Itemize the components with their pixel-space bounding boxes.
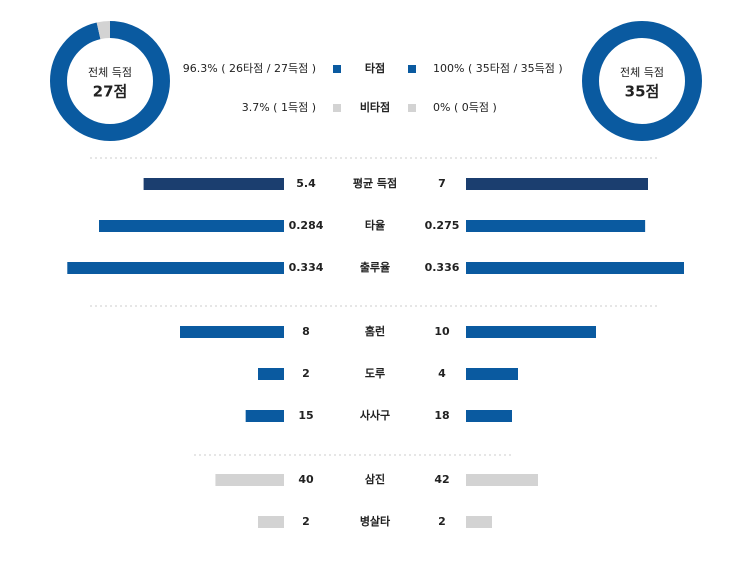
right-value: 0.275 (425, 219, 460, 232)
donut-segment (582, 21, 702, 141)
right-bar (466, 410, 512, 422)
row-label: 도루 (365, 367, 385, 380)
left-value: 5.4 (296, 177, 316, 190)
right-value: 42 (434, 473, 449, 486)
right-value: 7 (438, 177, 446, 190)
left-bar (143, 178, 284, 190)
right-value: 18 (434, 409, 449, 422)
legend-label: 타점 (365, 61, 385, 75)
row-label: 병살타 (360, 514, 391, 528)
row-label: 출루율 (360, 260, 390, 274)
right-bar (466, 368, 518, 380)
left-value-label: 96.3% ( 26타점 / 27득점 ) (183, 62, 316, 75)
left-value: 8 (302, 325, 310, 338)
legend-swatch (408, 65, 416, 73)
left-value: 0.334 (289, 261, 324, 274)
right-bar (466, 178, 648, 190)
donut-total: 35점 (625, 83, 660, 101)
right-value-label: 100% ( 35타점 / 35득점 ) (433, 62, 563, 75)
left-value: 40 (298, 473, 314, 486)
right-bar (466, 326, 596, 338)
legend-swatch (333, 104, 341, 112)
right-bar (466, 262, 684, 274)
left-bar (180, 326, 284, 338)
left-bar (245, 410, 284, 422)
row-label: 사사구 (360, 408, 390, 422)
donut-caption: 전체 득점 (88, 66, 132, 79)
left-bar (258, 368, 284, 380)
legend-swatch (408, 104, 416, 112)
donut-caption: 전체 득점 (620, 66, 664, 79)
donut-segment (50, 21, 170, 141)
left-value: 2 (302, 367, 310, 380)
legend-swatch (333, 65, 341, 73)
right-value: 4 (438, 367, 446, 380)
right-value: 2 (438, 515, 446, 528)
right-bar (466, 220, 646, 232)
left-bar (67, 262, 284, 274)
right-bar (466, 474, 538, 486)
left-bar (99, 220, 284, 232)
left-bar (215, 474, 284, 486)
left-value: 2 (302, 515, 310, 528)
row-label: 삼진 (365, 472, 385, 486)
row-label: 홈런 (365, 324, 385, 338)
donut-segment (50, 21, 170, 141)
legend-label: 비타점 (360, 100, 390, 114)
left-value: 15 (298, 409, 313, 422)
left-bar (258, 516, 284, 528)
donut-total: 27점 (93, 83, 128, 101)
right-value: 10 (434, 325, 450, 338)
right-value-label: 0% ( 0득점 ) (433, 101, 497, 114)
row-label: 평균 득점 (353, 176, 397, 190)
left-value-label: 3.7% ( 1득점 ) (242, 101, 316, 114)
row-label: 타율 (365, 218, 385, 232)
right-bar (466, 516, 492, 528)
left-value: 0.284 (289, 219, 324, 232)
right-value: 0.336 (425, 261, 460, 274)
